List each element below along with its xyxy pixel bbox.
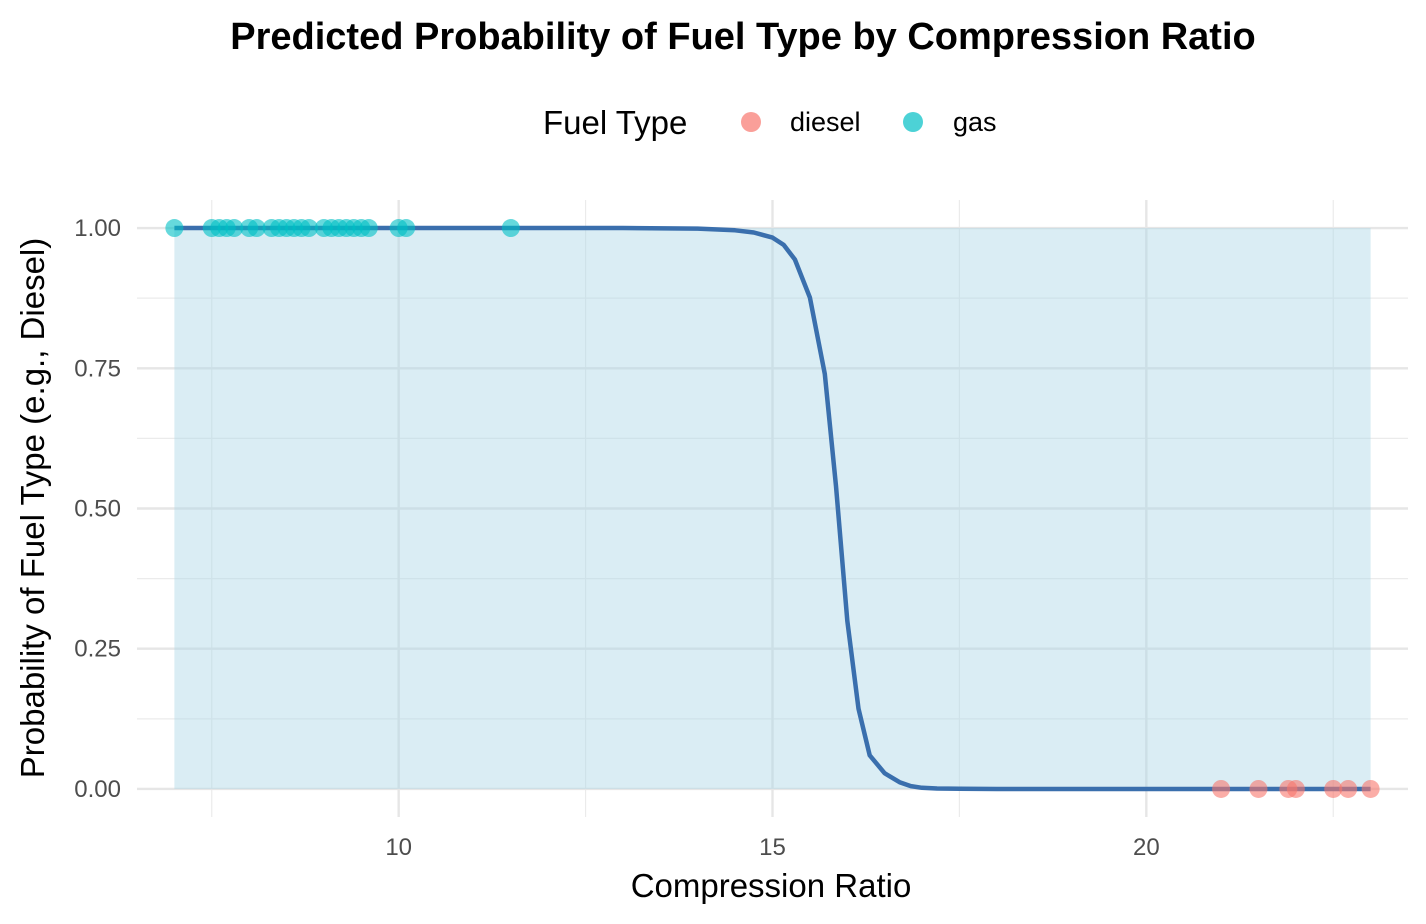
data-point-gas: [247, 219, 266, 238]
data-point-diesel: [1286, 779, 1305, 798]
x-tick-label: 15: [759, 834, 786, 861]
fit-line-layer: [174, 225, 1371, 792]
grid-major: [137, 200, 1408, 817]
y-axis-label: Probability of Fuel Type (e.g., Diesel): [14, 238, 51, 778]
data-point-diesel: [1324, 779, 1343, 798]
data-point-gas: [165, 219, 184, 238]
data-point-gas: [299, 219, 318, 238]
x-tick-label: 10: [385, 834, 412, 861]
points-layer: [165, 219, 1380, 798]
legend: Fuel Type diesel gas: [543, 104, 997, 141]
ribbon-layer: [174, 228, 1371, 789]
y-tick-label: 0.00: [74, 776, 121, 803]
data-point-diesel: [1212, 779, 1231, 798]
y-axis-ticks: 0.00 0.25 0.50 0.75 1.00: [74, 215, 121, 803]
data-point-diesel: [1339, 779, 1358, 798]
x-axis-label: Compression Ratio: [631, 867, 912, 904]
data-point-gas: [225, 219, 244, 238]
data-point-gas: [359, 219, 378, 238]
fit-line: [174, 225, 1371, 792]
legend-swatch-gas: [903, 112, 923, 132]
x-axis-ticks: 10 15 20: [385, 834, 1159, 861]
legend-swatch-diesel: [741, 112, 761, 132]
y-tick-label: 0.25: [74, 636, 121, 663]
data-point-diesel: [1249, 779, 1268, 798]
data-point-gas: [501, 219, 520, 238]
y-tick-label: 1.00: [74, 215, 121, 242]
confidence-ribbon: [174, 228, 1371, 789]
legend-title: Fuel Type: [543, 104, 687, 141]
chart-title: Predicted Probability of Fuel Type by Co…: [230, 16, 1255, 58]
y-tick-label: 0.50: [74, 496, 121, 523]
data-point-gas: [397, 219, 416, 238]
data-point-diesel: [1361, 779, 1380, 798]
legend-label-gas: gas: [953, 107, 997, 137]
y-tick-label: 0.75: [74, 355, 121, 382]
legend-label-diesel: diesel: [790, 107, 861, 137]
x-tick-label: 20: [1133, 834, 1160, 861]
